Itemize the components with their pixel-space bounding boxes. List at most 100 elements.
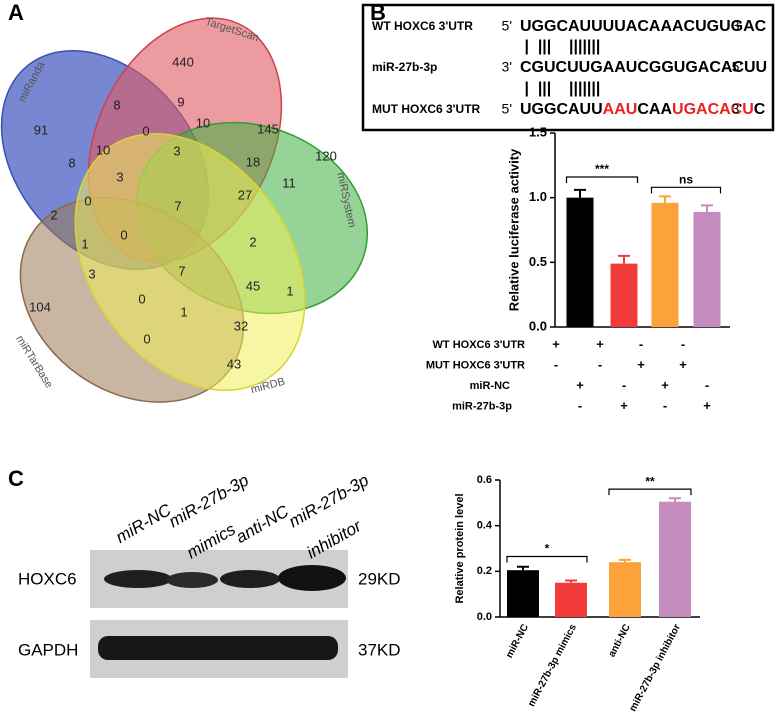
sequence-box xyxy=(361,3,775,132)
sequence-end: 3' xyxy=(502,59,512,75)
condition-sign: - xyxy=(663,398,667,413)
venn-count: 27 xyxy=(238,187,252,202)
venn-count: 0 xyxy=(143,331,150,346)
condition-label: MUT HOXC6 3'UTR xyxy=(426,359,525,371)
x-tick-label: miR-NC xyxy=(504,622,531,660)
condition-sign: - xyxy=(681,336,685,351)
blot xyxy=(90,550,348,678)
venn-count: 145 xyxy=(257,121,279,136)
bar xyxy=(507,570,539,617)
sequence-label: WT HOXC6 3'UTR xyxy=(372,19,473,33)
sequence-end: 3' xyxy=(732,101,742,117)
bar xyxy=(609,562,641,617)
venn-count: 2 xyxy=(50,207,57,222)
significance-bracket xyxy=(565,176,639,183)
condition-sign: + xyxy=(679,357,687,372)
significance-bracket xyxy=(506,555,588,563)
condition-sign: - xyxy=(622,377,626,392)
venn-count: 3 xyxy=(116,169,123,184)
sequence-segment: AAU xyxy=(603,101,638,118)
error-bar xyxy=(619,558,631,563)
protein-name: GAPDH xyxy=(18,640,78,659)
lane-label-line: miR-27b-3p xyxy=(286,471,372,532)
sequence-end: 5' xyxy=(502,101,512,117)
error-bar xyxy=(565,579,577,583)
venn-count: 9 xyxy=(177,94,184,109)
condition-sign: + xyxy=(552,336,560,351)
venn-shapes xyxy=(0,17,369,403)
condition-sign: - xyxy=(578,398,582,413)
y-axis-label: Relative protein level xyxy=(454,493,466,603)
y-tick-label: 0.2 xyxy=(477,565,492,577)
lane-label: miR-27b-3pmimics xyxy=(166,471,270,563)
y-tick-label: 0.0 xyxy=(529,318,547,333)
venn-count: 7 xyxy=(174,198,181,213)
bar xyxy=(610,263,638,327)
venn-count: 18 xyxy=(246,154,260,169)
protein-name: HOXC6 xyxy=(18,569,77,588)
lane-label: anti-NC xyxy=(233,502,293,548)
venn-count: 8 xyxy=(68,155,75,170)
venn-count: 1 xyxy=(81,236,88,251)
sequence-segment: UGACACU xyxy=(672,101,754,118)
sequence: CGUCUUGAAUCGGUGACACUU xyxy=(520,59,767,76)
lane-label-line: miR-27b-3p xyxy=(166,471,252,532)
condition-sign: - xyxy=(705,377,709,392)
venn-count: 2 xyxy=(249,234,256,249)
bar xyxy=(693,211,721,327)
x-tick-label: anti-NC xyxy=(607,622,633,659)
sequence-end: 5' xyxy=(732,59,742,75)
y-tick-label: 0.4 xyxy=(477,520,493,532)
condition-label: miR-NC xyxy=(470,380,510,392)
band xyxy=(104,570,172,588)
venn-set xyxy=(74,133,306,391)
y-axis-label: Relative luciferase activity xyxy=(506,148,521,311)
bar xyxy=(555,582,587,617)
venn-count: 45 xyxy=(246,278,260,293)
protein-size: 37KD xyxy=(358,640,401,659)
condition-sign: + xyxy=(661,377,669,392)
venn-count: 0 xyxy=(120,227,127,242)
significance-bracket xyxy=(650,186,722,194)
lane-label-line: miR-NC xyxy=(113,500,175,547)
venn-count: 3 xyxy=(173,143,180,158)
condition-sign: + xyxy=(596,336,604,351)
sequence: UGGCAUUUUACAAACUGUGAC xyxy=(520,18,767,35)
y-tick-label: 1.5 xyxy=(529,124,547,139)
error-bar xyxy=(517,565,529,571)
y-tick-label: 1.0 xyxy=(529,189,547,204)
y-tick-label: 0.5 xyxy=(529,254,547,269)
venn-count: 32 xyxy=(234,318,248,333)
sequence-end: 3' xyxy=(732,18,742,34)
bar xyxy=(659,501,691,617)
condition-sign: + xyxy=(620,398,628,413)
band xyxy=(98,636,338,660)
lane-label-line: anti-NC xyxy=(233,502,293,548)
condition-sign: + xyxy=(576,377,584,392)
sequence-label: MUT HOXC6 3'UTR xyxy=(372,102,481,116)
condition-label: miR-27b-3p xyxy=(452,400,512,412)
significance-label: *** xyxy=(595,162,609,176)
condition-sign: + xyxy=(637,357,645,372)
sequence-end: 5' xyxy=(502,18,512,34)
significance-label: ** xyxy=(645,474,655,488)
condition-label: WT HOXC6 3'UTR xyxy=(433,339,526,351)
venn-count: 1 xyxy=(180,304,187,319)
sequence: UGGCAUUAAUCAAUGACACUC xyxy=(520,101,766,118)
condition-sign: + xyxy=(703,398,711,413)
significance-label: * xyxy=(545,542,550,556)
sequence-label: miR-27b-3p xyxy=(372,60,437,74)
sequence-segment: CAA xyxy=(637,101,672,118)
error-bar xyxy=(574,188,586,198)
base-pairs: | ||| ||||||| xyxy=(520,80,600,97)
venn-count: 7 xyxy=(178,263,185,278)
venn-count: 91 xyxy=(34,122,48,137)
band xyxy=(278,565,346,591)
protein-size: 29KD xyxy=(358,569,401,588)
venn-count: 11 xyxy=(282,175,296,190)
condition-sign: - xyxy=(639,336,643,351)
band xyxy=(220,570,280,588)
error-bar xyxy=(669,497,681,502)
venn-count: 0 xyxy=(142,123,149,138)
error-bar xyxy=(618,254,630,264)
